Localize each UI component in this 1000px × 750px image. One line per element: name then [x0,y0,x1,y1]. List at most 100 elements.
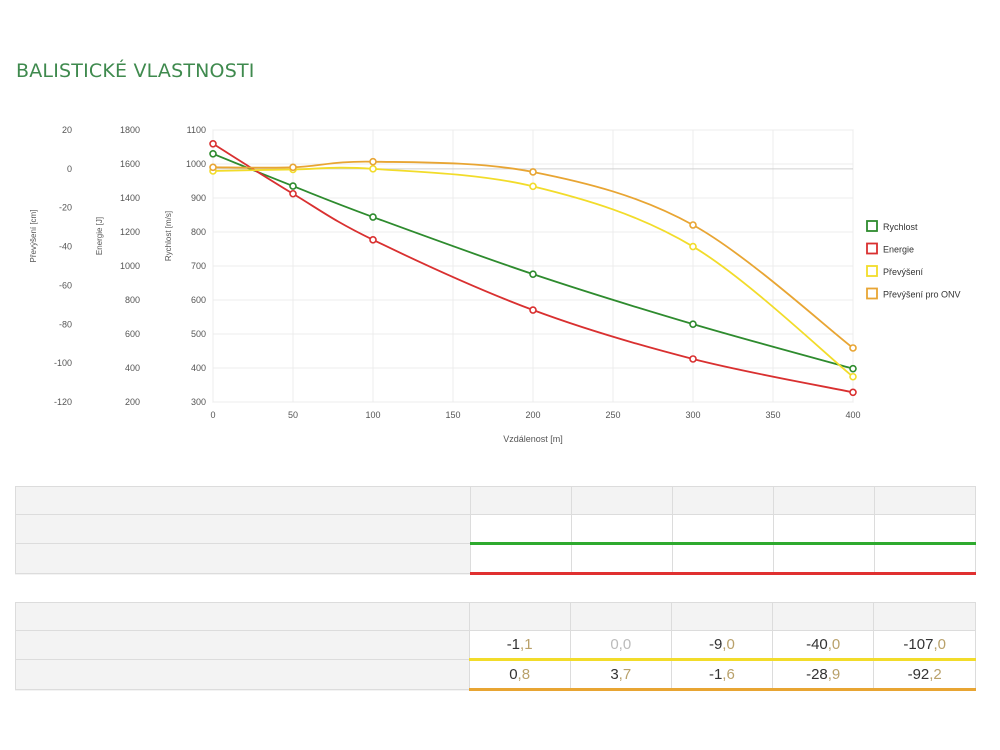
data-point [689,242,697,251]
data-point [689,355,697,363]
y-tick-label-velocity: 600 [191,295,206,305]
y-tick-label-drop: -80 [59,319,72,329]
value-decimal: ,0 [722,636,735,653]
legend-swatch [866,265,878,277]
x-tick-label: 250 [605,410,620,420]
value-decimal: ,6 [722,666,735,683]
value-cell [571,543,674,575]
y-tick-label-drop: -60 [59,280,72,290]
table-row [15,543,977,575]
y-axis-label-drop: Převýšení [cm] [29,210,38,263]
y-tick-label-velocity: 1000 [186,159,206,169]
data-point [289,163,297,172]
value-main: -40 [806,636,828,653]
y-tick-label-energy: 1000 [120,261,140,271]
table-row [15,514,977,545]
row-label [15,486,414,515]
header-cell [771,602,875,631]
value-decimal: ,8 [517,666,531,683]
velocity-energy-table [15,486,977,575]
value-decimal: ,1 [520,636,533,653]
x-tick-label: 50 [288,410,298,420]
legend-label: Energie [883,245,914,255]
y-axis-label-velocity: Rychlost [m/s] [164,211,173,261]
table-row: 0,8 3,7 -1,6 -28,9 -92,2 [14,659,976,691]
data-point [529,306,537,314]
value-main: -28 [806,666,828,683]
y-tick-label-velocity: 700 [191,261,206,271]
row-label [14,630,412,660]
value-decimal: ,7 [618,666,632,683]
value-decimal: ,0 [827,636,841,653]
y-tick-label-energy: 200 [125,397,140,407]
value-main: 0 [509,666,518,683]
x-tick-label: 0 [210,410,215,420]
value-main: -9 [708,636,723,653]
y-tick-label-drop: -20 [59,203,72,213]
y-tick-label-energy: 1400 [120,193,140,203]
legend-label: Převýšení [883,267,924,277]
legend-swatch [866,242,878,255]
value-main: -1 [506,636,521,653]
value-cell: -9,0 [670,630,773,661]
row-unit [411,659,470,690]
value-cell [470,543,573,575]
y-tick-label-velocity: 900 [191,193,206,203]
header-cell [873,602,976,631]
data-point [849,388,857,397]
row-label [14,659,412,690]
data-point [289,182,297,190]
data-point [529,270,537,278]
row-unit [411,630,470,660]
y-tick-label-drop: -120 [54,397,72,407]
x-tick-label: 350 [765,410,780,420]
table-row: -1,1 0,0 -9,0 -40,0 -107,0 [14,630,976,661]
value-cell [773,543,875,575]
value-cell [571,514,674,545]
data-point [369,165,377,173]
value-main: 0,0 [610,636,632,653]
x-axis-label: Vzdálenost [m] [503,434,563,444]
value-main: 3 [610,666,619,683]
y-tick-label-drop: 20 [62,125,72,135]
legend-swatch [866,220,878,232]
row-unit [413,486,472,515]
value-decimal: ,9 [827,666,841,683]
row-unit [413,543,472,574]
row-label [15,543,414,574]
value-cell [470,514,573,545]
table-header-row [14,602,976,631]
x-tick-label: 300 [685,410,700,420]
legend-label: Rychlost [883,222,918,232]
row-label [15,514,414,544]
row-unit [413,514,472,544]
value-cell [773,514,875,545]
value-cell: -92,2 [873,659,976,691]
data-point [289,189,297,198]
value-cell [873,514,977,545]
y-tick-label-velocity: 800 [191,227,206,237]
header-cell [571,486,674,515]
x-tick-label: 100 [365,410,380,420]
data-point [369,157,377,166]
y-tick-label-energy: 1600 [120,159,140,169]
y-tick-label-energy: 400 [125,363,140,373]
value-cell: -1,6 [670,659,773,691]
x-tick-label: 400 [845,410,860,420]
y-tick-label-energy: 800 [125,295,140,305]
header-cell [773,486,875,515]
row-label [14,602,412,631]
y-tick-label-drop: -100 [54,358,72,368]
y-tick-label-velocity: 400 [191,363,206,373]
legend-swatch [866,287,878,300]
header-cell [569,602,672,631]
y-axis-label-energy: Energie [J] [95,217,104,255]
data-point [849,344,857,352]
page-title: BALISTICKÉ VLASTNOSTI [16,60,255,82]
value-cell: -107,0 [873,630,976,661]
data-point [849,364,857,373]
data-point [369,213,377,221]
x-tick-label: 200 [525,410,540,420]
value-decimal: ,0 [933,636,946,653]
value-cell: -40,0 [771,630,875,661]
